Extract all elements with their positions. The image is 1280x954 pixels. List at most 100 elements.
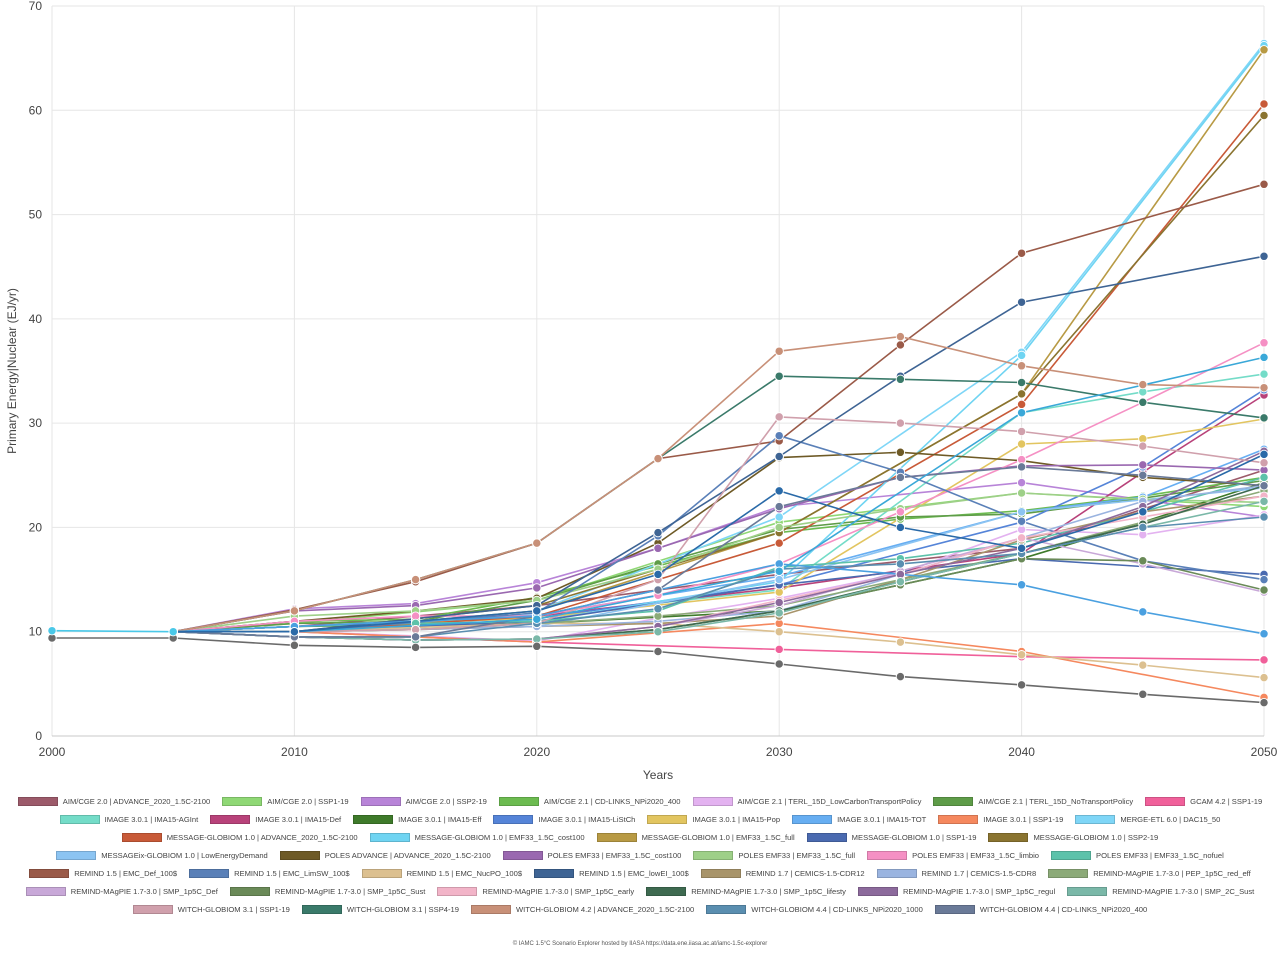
legend-label: MESSAGEix-GLOBIOM 1.0 | LowEnergyDemand [101,850,268,860]
legend-swatch [189,868,230,878]
legend-item[interactable]: POLES ADVANCE | ADVANCE_2020_1.5C-2100 [279,850,491,860]
data-point [895,418,906,428]
legend-swatch [1075,814,1116,824]
legend-item[interactable]: AIM/CGE 2.1 | TERL_15D_LowCarbonTranspor… [692,796,921,806]
legend-swatch [876,868,917,878]
legend-label: AIM/CGE 2.1 | CD-LINKS_NPi2020_400 [543,796,681,806]
legend-item[interactable]: IMAGE 3.0.1 | IMA15-AGInt [59,814,198,824]
legend-label: POLES EMF33 | EMF33_1.5C_limbio [912,850,1040,860]
legend-item[interactable]: POLES EMF33 | EMF33_1.5C_cost100 [502,850,682,860]
data-point [1138,460,1148,470]
data-point [1259,672,1269,683]
data-point [895,340,906,350]
legend-label: AIM/CGE 2.1 | TERL_15D_NoTransportPolicy [978,796,1134,806]
data-point [1259,45,1269,55]
legend-item[interactable]: IMAGE 3.0.1 | IMA15-Pop [647,814,780,824]
legend-label: WITCH-GLOBIOM 3.1 | SSP4-19 [346,904,459,914]
legend-item[interactable]: POLES EMF33 | EMF33_1.5C_full [693,850,856,860]
data-point [653,604,663,614]
legend-item[interactable]: IMAGE 3.0.1 | SSP1-19 [938,814,1063,824]
data-point [1259,413,1269,423]
legend-swatch [210,814,251,824]
legend-item[interactable]: IMAGE 3.0.1 | IMA15-Def [210,814,341,824]
legend-item[interactable]: WITCH-GLOBIOM 4.2 | ADVANCE_2020_1.5C-21… [470,904,695,914]
legend-item[interactable]: POLES EMF33 | EMF33_1.5C_limbio [867,850,1040,860]
data-point [1016,516,1027,526]
data-point [774,644,784,655]
legend-item[interactable]: AIM/CGE 2.1 | TERL_15D_NoTransportPolicy [933,796,1134,806]
legend-item[interactable]: MESSAGE-GLOBIOM 1.0 | EMF33_1.5C_full [596,832,795,842]
legend-item[interactable]: MESSAGEix-GLOBIOM 1.0 | LowEnergyDemand [56,850,268,860]
legend-item[interactable]: REMIND-MAgPIE 1.7-3.0 | SMP_1p5C_Sust [229,886,425,896]
data-point [895,374,906,384]
legend-item[interactable]: REMIND 1.5 | EMC_lowEI_100$ [534,868,689,878]
series-line-24 [173,342,1265,633]
legend-item[interactable]: POLES EMF33 | EMF33_1.5C_nofuel [1051,850,1224,860]
data-point [410,632,421,642]
data-point [1016,399,1027,410]
series-line-13 [173,622,1265,699]
legend-label: REMIND-MAgPIE 1.7-3.0 | SMP_2C_Sust [1112,886,1255,896]
legend-label: POLES EMF33 | EMF33_1.5C_cost100 [547,850,682,860]
legend-item[interactable]: WITCH-GLOBIOM 4.4 | CD-LINKS_NPi2020_400 [934,904,1147,914]
legend-item[interactable]: WITCH-GLOBIOM 3.1 | SSP1-19 [132,904,290,914]
legend-item[interactable]: REMIND-MAgPIE 1.7-3.0 | SMP_2C_Sust [1067,886,1255,896]
legend-item[interactable]: REMIND 1.7 | CEMICS-1.5-CDR12 [700,868,865,878]
legend-item[interactable]: REMIND 1.5 | EMC_Def_100$ [29,868,177,878]
legend-item[interactable]: REMIND-MAgPIE 1.7-3.0 | SMP_1p5C_early [437,886,634,896]
legend-swatch [934,904,975,914]
data-point [653,569,663,580]
legend-item[interactable]: WITCH-GLOBIOM 3.1 | SSP4-19 [301,904,459,914]
legend-item[interactable]: MERGE-ETL 6.0 | DAC15_50 [1075,814,1220,824]
data-point [895,331,906,342]
data-point [774,522,784,533]
legend-item[interactable]: IMAGE 3.0.1 | IMA15-Eff [353,814,481,824]
legend-item[interactable]: REMIND 1.5 | EMC_NucPO_100$ [361,868,522,878]
legend-item[interactable]: WITCH-GLOBIOM 4.4 | CD-LINKS_NPi2020_100… [706,904,923,914]
legend-item[interactable]: REMIND 1.7 | CEMICS-1.5-CDR8 [876,868,1036,878]
legend-item[interactable]: REMIND-MAgPIE 1.7-3.0 | SMP_1p5C_regul [857,886,1055,896]
legend-label: MESSAGE-GLOBIOM 1.0 | SSP2-19 [1033,832,1159,842]
legend-item[interactable]: AIM/CGE 2.0 | SSP2-19 [360,796,487,806]
series-line-43 [173,466,1265,638]
legend-item[interactable]: REMIND-MAgPIE 1.7-3.0 | PEP_1p5C_red_eff [1048,868,1251,878]
series-line-41 [173,335,1265,633]
data-point [1259,449,1269,460]
legend-item[interactable]: MESSAGE-GLOBIOM 1.0 | SSP1-19 [806,832,976,842]
series-lines [51,43,1265,704]
legend-label: REMIND 1.7 | CEMICS-1.5-CDR12 [745,868,865,878]
data-point [1138,379,1148,390]
data-point [774,346,784,356]
legend-label: WITCH-GLOBIOM 4.2 | ADVANCE_2020_1.5C-21… [515,904,695,914]
legend-label: WITCH-GLOBIOM 4.4 | CD-LINKS_NPi2020_100… [751,904,923,914]
legend-label: IMAGE 3.0.1 | IMA15-TOT [837,814,927,824]
legend-item[interactable]: MESSAGE-GLOBIOM 1.0 | ADVANCE_2020_1.5C-… [121,832,358,842]
legend-item[interactable]: AIM/CGE 2.0 | ADVANCE_2020_1.5C-2100 [17,796,210,806]
data-point [1016,297,1027,307]
legend-item[interactable]: AIM/CGE 2.1 | CD-LINKS_NPi2020_400 [498,796,681,806]
legend-item[interactable]: IMAGE 3.0.1 | IMA15-TOT [792,814,927,824]
legend-label: IMAGE 3.0.1 | IMA15-LiStCh [538,814,636,824]
legend-label: REMIND-MAgPIE 1.7-3.0 | SMP_1p5C_lifesty [691,886,846,896]
legend-swatch [29,868,70,878]
legend-item[interactable]: REMIND 1.5 | EMC_LimSW_100$ [189,868,350,878]
legend-item[interactable]: GCAM 4.2 | SSP1-19 [1145,796,1262,806]
data-point [289,640,300,650]
legend-swatch [470,904,511,914]
legend-swatch [361,868,402,878]
data-point [1259,99,1269,109]
legend-swatch [1067,886,1108,896]
legend-label: POLES EMF33 | EMF33_1.5C_full [738,850,856,860]
data-point [1259,338,1269,348]
legend-item[interactable]: AIM/CGE 2.0 | SSP1-19 [222,796,349,806]
legend-item[interactable]: IMAGE 3.0.1 | IMA15-LiStCh [493,814,636,824]
legend-item[interactable]: REMIND-MAgPIE 1.7-3.0 | SMP_1p5C_lifesty [646,886,846,896]
series-line-35 [173,495,1265,641]
legend-item[interactable]: MESSAGE-GLOBIOM 1.0 | SSP2-19 [988,832,1159,842]
legend-swatch [437,886,478,896]
legend-label: WITCH-GLOBIOM 3.1 | SSP1-19 [177,904,290,914]
legend-item[interactable]: MESSAGE-GLOBIOM 1.0 | EMF33_1.5C_cost100 [369,832,585,842]
legend-item[interactable]: REMIND-MAgPIE 1.7-3.0 | SMP_1p5C_Def [25,886,218,896]
data-point [774,597,784,608]
legend-swatch [692,796,733,806]
